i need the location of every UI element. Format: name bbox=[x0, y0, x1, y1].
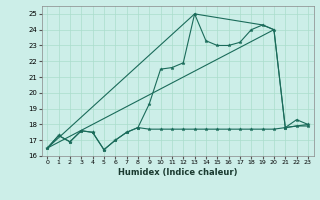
X-axis label: Humidex (Indice chaleur): Humidex (Indice chaleur) bbox=[118, 168, 237, 177]
